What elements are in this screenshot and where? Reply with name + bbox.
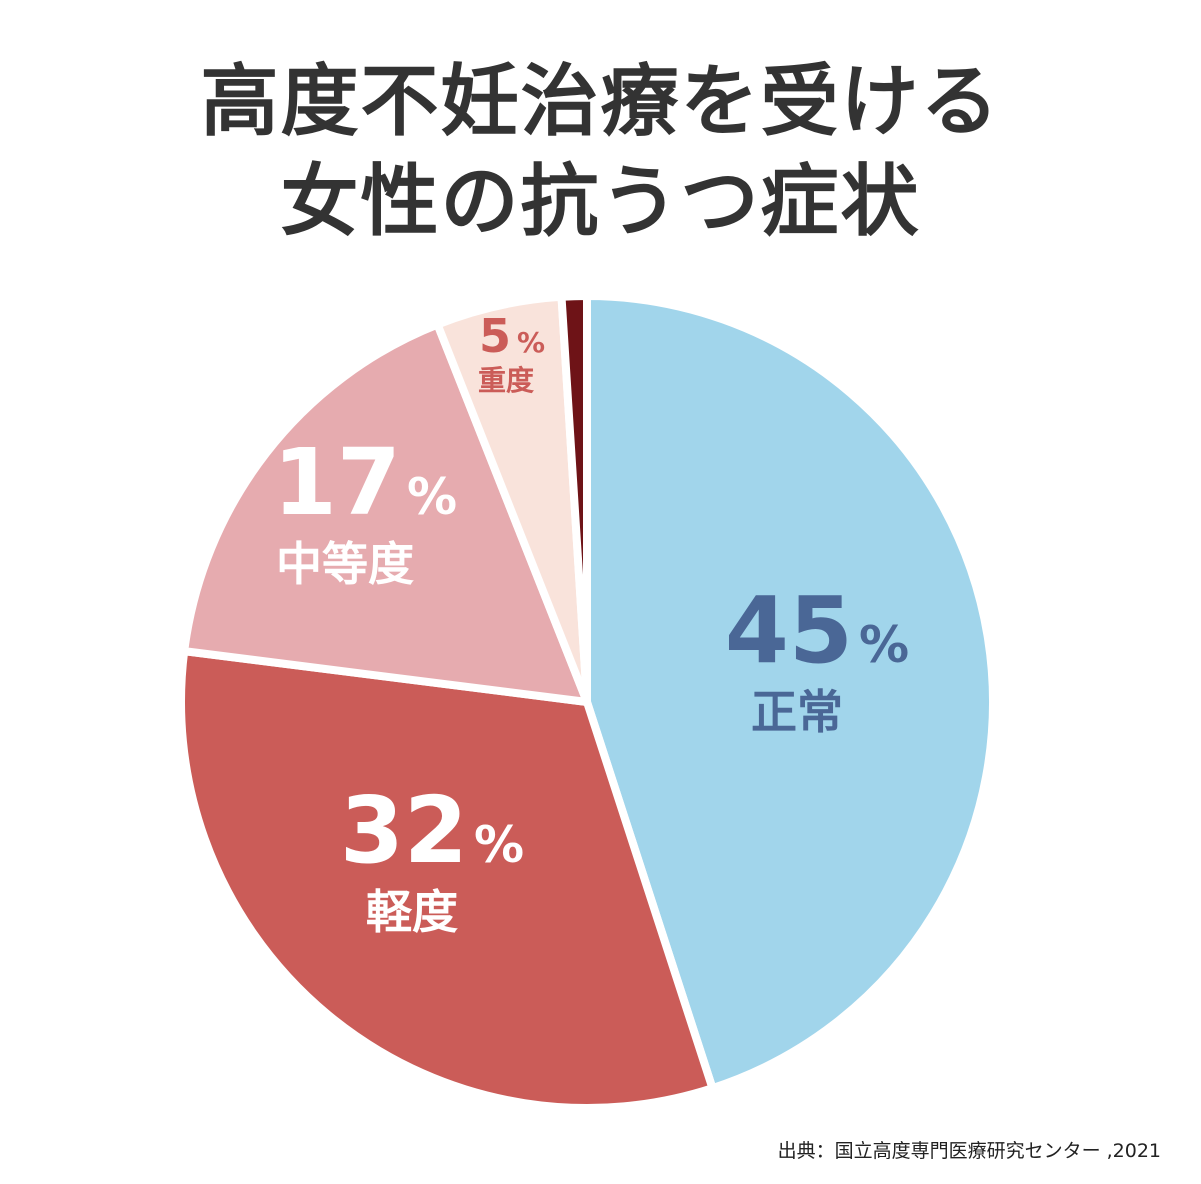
pie-slice-3 [180,320,591,706]
slice-category-label-3: 中等度 [276,537,414,591]
slice-category-label-4: 重度 [478,364,534,397]
slice-value-label-3: 17% [273,429,457,536]
pie-slice-1 [583,292,997,1093]
slice-value-label-2: 32% [340,777,524,884]
slice-category-label-1: 正常 [751,685,843,739]
title-line-1: 高度不妊治療を受ける [200,57,1001,147]
chart-title: 高度不妊治療を受ける 女性の抗うつ症状 [0,52,1201,252]
slice-category-label-2: 軽度 [366,885,458,939]
pie-slice-5 [557,292,591,706]
slice-value-label-1: 45% [725,577,909,684]
slice-value-label-4: 5% [479,309,545,363]
title-line-2: 女性の抗うつ症状 [280,157,921,247]
source-note: 出典：国立高度専門医療研究センター ,2021 [777,1140,1161,1162]
pie-slice-2 [177,647,717,1112]
